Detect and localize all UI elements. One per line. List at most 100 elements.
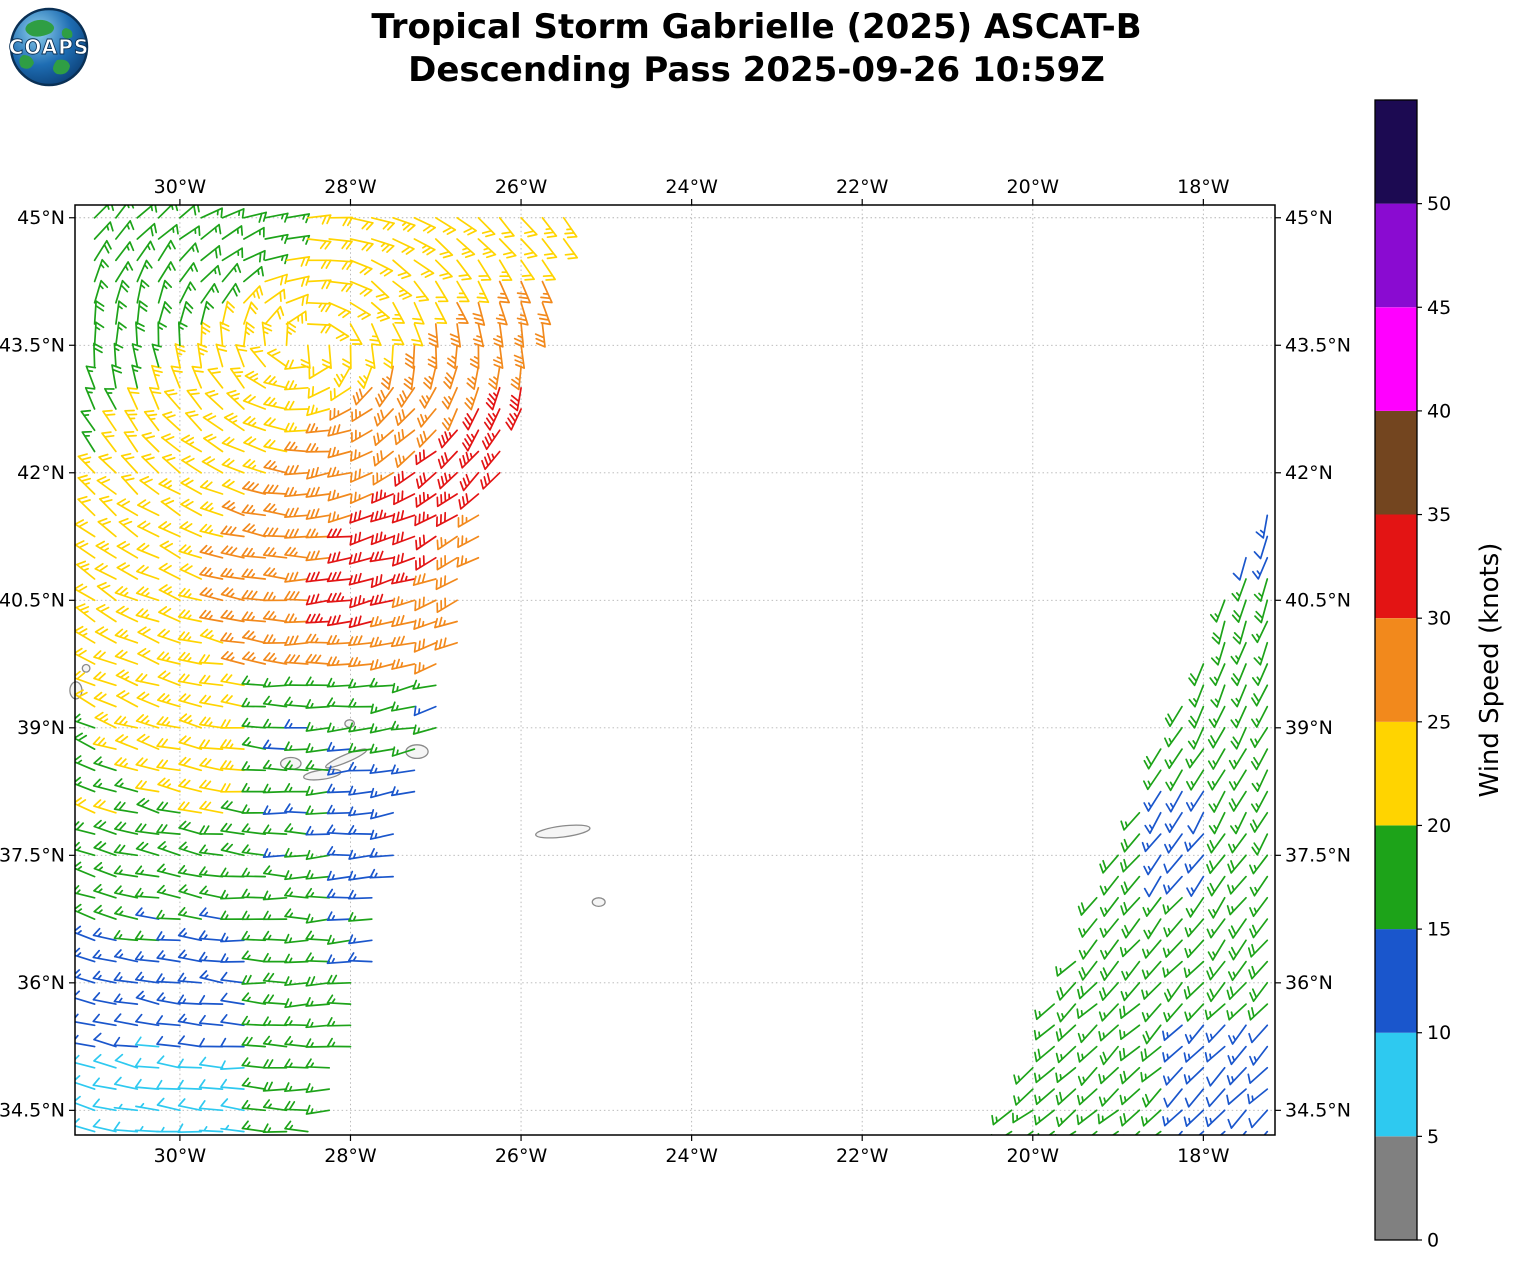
wind-barb xyxy=(328,301,352,319)
wind-barb xyxy=(244,370,267,389)
colorbar-tick-label: 40 xyxy=(1427,400,1451,422)
wind-barb xyxy=(157,301,173,325)
wind-barb xyxy=(134,887,160,899)
wind-barb xyxy=(305,913,331,924)
wind-barb xyxy=(198,844,224,857)
wind-barb xyxy=(241,568,267,580)
wind-barb xyxy=(1033,1066,1055,1084)
colorbar-tick-label: 30 xyxy=(1427,608,1451,630)
wind-barb xyxy=(1226,1003,1247,1021)
wind-barb xyxy=(1140,1066,1162,1083)
wind-barb xyxy=(115,261,134,283)
wind-barb xyxy=(241,1015,267,1027)
wind-barb xyxy=(1142,1024,1162,1045)
wind-barb xyxy=(1248,1024,1269,1044)
wind-barb xyxy=(1099,981,1119,1001)
wind-barb xyxy=(305,1018,331,1029)
wind-barb xyxy=(516,301,529,326)
wind-barb xyxy=(134,1125,160,1133)
wind-barb xyxy=(135,780,160,793)
wind-barb xyxy=(1055,1066,1077,1084)
lon-tick-label: 20°W xyxy=(1007,1145,1060,1167)
wind-barb xyxy=(134,1078,160,1090)
wind-barb xyxy=(221,282,241,304)
wind-barb xyxy=(1205,1109,1226,1128)
wind-barb xyxy=(135,1102,160,1112)
wind-barb xyxy=(481,450,501,471)
wind-barb xyxy=(1250,790,1269,813)
wind-barb xyxy=(349,531,373,546)
wind-barb xyxy=(520,238,538,259)
islands-layer xyxy=(69,663,606,908)
wind-barb xyxy=(495,301,508,326)
lat-tick-label: 36°N xyxy=(17,972,65,994)
wind-barb xyxy=(1227,854,1247,874)
wind-barb xyxy=(220,1098,245,1112)
wind-barb xyxy=(284,976,309,987)
wind-barb xyxy=(375,386,394,408)
wind-barb xyxy=(156,716,181,729)
wind-barb xyxy=(241,651,267,665)
wind-barb xyxy=(349,510,373,524)
wind-barb xyxy=(202,412,224,432)
wind-barb xyxy=(263,396,288,410)
colorbar-tick-label: 10 xyxy=(1427,1022,1451,1044)
wind-barb xyxy=(1164,726,1183,748)
wind-barb xyxy=(135,907,160,920)
wind-barb xyxy=(113,715,139,729)
wind-barb xyxy=(241,1120,267,1133)
wind-barb xyxy=(415,449,437,466)
wind-barb xyxy=(75,1095,96,1112)
wind-barb xyxy=(534,323,546,348)
wind-barb xyxy=(157,841,181,857)
wind-barb xyxy=(243,285,264,304)
wind-barb xyxy=(115,605,139,623)
wind-barb xyxy=(1205,1088,1226,1108)
wind-barb xyxy=(284,1100,309,1112)
wind-barb xyxy=(113,801,139,814)
wind-barb xyxy=(391,323,405,346)
lat-tick-label: 45°N xyxy=(1285,207,1333,229)
wind-barb xyxy=(348,934,373,945)
wind-barb xyxy=(305,997,331,1007)
wind-barb xyxy=(1141,833,1162,853)
wind-barb xyxy=(1119,1045,1141,1062)
wind-barb xyxy=(1206,918,1226,939)
wind-barb xyxy=(498,259,513,281)
wind-barb xyxy=(1186,769,1205,791)
wind-barb xyxy=(1249,875,1269,897)
wind-barb xyxy=(284,590,309,602)
wind-barb xyxy=(156,1015,181,1027)
wind-barb xyxy=(75,603,96,623)
wind-barb xyxy=(369,616,394,628)
wind-barb xyxy=(1249,981,1269,1003)
axis-labels: 30°W 30°W 28°W 28°W 26°W 26°W 24°W 24°W 22°W 22°W… xyxy=(0,176,1351,1167)
wind-barb xyxy=(284,654,309,665)
wind-barb xyxy=(75,540,96,559)
wind-barb xyxy=(1165,769,1183,792)
wind-barb xyxy=(262,739,288,750)
wind-barb xyxy=(134,930,160,942)
wind-barb xyxy=(136,797,160,814)
wind-barb xyxy=(220,739,245,750)
wind-barb xyxy=(156,863,181,878)
wind-barb xyxy=(158,606,181,623)
wind-barb xyxy=(113,342,124,368)
colorbar-tick-label: 5 xyxy=(1427,1126,1439,1148)
lon-tick-label: 28°W xyxy=(324,176,377,198)
wind-barb xyxy=(1227,1109,1247,1129)
lat-tick-label: 36°N xyxy=(1285,972,1333,994)
wind-barb xyxy=(394,450,416,468)
wind-barb xyxy=(136,542,160,559)
wind-barb xyxy=(241,630,267,644)
wind-barb xyxy=(351,429,373,443)
wind-barb xyxy=(326,824,352,835)
wind-barb xyxy=(221,458,245,474)
wind-barb xyxy=(241,992,267,1005)
wind-barb xyxy=(1164,705,1183,728)
wind-barb xyxy=(94,711,117,729)
lon-tick-label: 18°W xyxy=(1177,1145,1230,1167)
wind-barb xyxy=(1098,1088,1119,1107)
wind-barb xyxy=(241,823,267,835)
wind-barb xyxy=(327,466,352,478)
